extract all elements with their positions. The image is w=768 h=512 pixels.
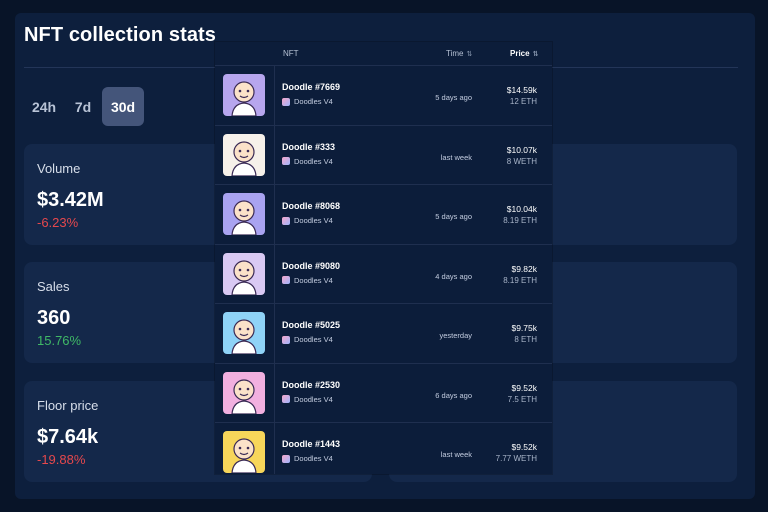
table-row[interactable]: Doodle #333 Doodles V4 last week $10.07k 8 W… (215, 126, 552, 185)
period-tabs: 24h 7d 30d (24, 87, 144, 126)
price-eth: 8.19 ETH (503, 275, 537, 285)
nft-name[interactable]: Doodle #9080 (282, 260, 341, 271)
sale-time: yesterday (439, 331, 472, 340)
nft-name[interactable]: Doodle #5025 (282, 320, 341, 330)
tab-30d[interactable]: 30d (102, 87, 144, 126)
collection-icon (282, 276, 290, 284)
collection-name: Doodles V4 (294, 275, 333, 285)
collection-label: Doodles V4 (282, 97, 333, 106)
nft-thumbnail (223, 431, 265, 473)
table-row[interactable]: Doodle #8068 Doodles V4 5 days ago $10.04k 8… (215, 185, 552, 245)
sale-time: 6 days ago (435, 390, 472, 400)
price-eth: 12 ETH (509, 97, 537, 106)
table-row[interactable]: Doodle #9080 Doodles V4 4 days ago $9.82k 8.… (215, 245, 552, 304)
stat-label: Sales (37, 279, 70, 294)
price-eth: 7.5 ETH (507, 394, 537, 404)
nft-thumbnail (223, 371, 265, 414)
collection-name: Doodles V4 (294, 454, 333, 463)
collection-label: Doodles V4 (282, 216, 333, 225)
nft-thumbnail (223, 133, 265, 176)
tab-7d[interactable]: 7d (74, 98, 92, 115)
price-usd: $9.75k (511, 323, 537, 333)
collection-name: Doodles V4 (294, 335, 333, 344)
stat-value: $3.42M (37, 189, 104, 211)
collection-icon (282, 157, 290, 165)
stat-label: Volume (37, 161, 81, 176)
column-header-price-label: Price (510, 49, 530, 58)
price-usd: $14.59k (506, 85, 537, 95)
collection-icon (282, 454, 290, 463)
price-usd: $10.04k (506, 204, 537, 214)
collection-label: Doodles V4 (282, 157, 333, 166)
sale-time: last week (440, 152, 472, 162)
collection-icon (282, 216, 290, 225)
collection-label: Doodles V4 (282, 276, 333, 285)
table-row[interactable]: Doodle #1443 Doodles V4 last week $9.52k 7.7… (215, 423, 552, 474)
collection-icon (282, 335, 290, 344)
price-eth: 8 ETH (514, 335, 537, 344)
price-usd: $9.52k (511, 442, 537, 452)
nft-name[interactable]: Doodle #8068 (282, 201, 341, 211)
price-eth: 8.19 ETH (503, 216, 537, 225)
sale-time: 5 days ago (435, 93, 472, 102)
stat-change: 15.76% (37, 333, 82, 348)
stat-label: Floor price (37, 398, 99, 413)
price-usd: $10.07k (506, 144, 537, 155)
stat-change: -6.23% (37, 215, 79, 230)
collection-name: Doodles V4 (294, 156, 333, 166)
price-eth: 7.77 WETH (495, 454, 537, 463)
column-header-nft: NFT (283, 49, 299, 58)
sales-table-overlay: NFT Time ⇅ Price ⇅ Doodle #7669 Doodles V4 5… (215, 42, 552, 474)
table-row[interactable]: Doodle #5025 Doodles V4 yesterday $9.75k 8 E… (215, 304, 552, 364)
table-row[interactable]: Doodle #2530 Doodles V4 6 days ago $9.52k 7.… (215, 364, 552, 423)
collection-name: Doodles V4 (294, 394, 333, 404)
collection-name: Doodles V4 (294, 216, 333, 225)
stat-change: -19.88% (37, 452, 86, 467)
nft-name[interactable]: Doodle #1443 (282, 439, 341, 449)
nft-name[interactable]: Doodle #2530 (282, 379, 341, 390)
sale-time: 4 days ago (435, 271, 472, 281)
table-row[interactable]: Doodle #7669 Doodles V4 5 days ago $14.59k 1… (215, 66, 552, 126)
nft-name[interactable]: Doodle #333 (282, 141, 336, 152)
sale-time: 5 days ago (435, 212, 472, 221)
column-header-time[interactable]: Time ⇅ (446, 49, 472, 58)
page-title: NFT collection stats (24, 24, 217, 46)
tab-24h[interactable]: 24h (31, 98, 57, 115)
thumb-column-divider (274, 66, 275, 474)
price-usd: $9.82k (511, 263, 537, 274)
collection-icon (282, 395, 290, 403)
collection-name: Doodles V4 (294, 97, 333, 106)
price-eth: 8 WETH (506, 156, 537, 166)
nft-thumbnail (223, 252, 265, 295)
sort-desc-icon: ⇅ (532, 51, 539, 58)
stat-value: 360 (37, 307, 71, 329)
stat-value: $7.64k (37, 426, 99, 448)
nft-name[interactable]: Doodle #7669 (282, 82, 341, 92)
sale-time: last week (440, 450, 472, 459)
collection-label: Doodles V4 (282, 395, 333, 404)
price-usd: $9.52k (511, 382, 537, 393)
sort-icon: ⇅ (466, 51, 473, 58)
column-header-time-label: Time (446, 49, 464, 58)
collection-icon (282, 97, 290, 106)
nft-thumbnail (223, 74, 265, 116)
sales-table-header: NFT Time ⇅ Price ⇅ (215, 42, 552, 66)
nft-thumbnail (223, 312, 265, 354)
column-header-price[interactable]: Price ⇅ (510, 49, 538, 58)
nft-thumbnail (223, 193, 265, 235)
collection-label: Doodles V4 (282, 454, 333, 463)
collection-label: Doodles V4 (282, 335, 333, 344)
